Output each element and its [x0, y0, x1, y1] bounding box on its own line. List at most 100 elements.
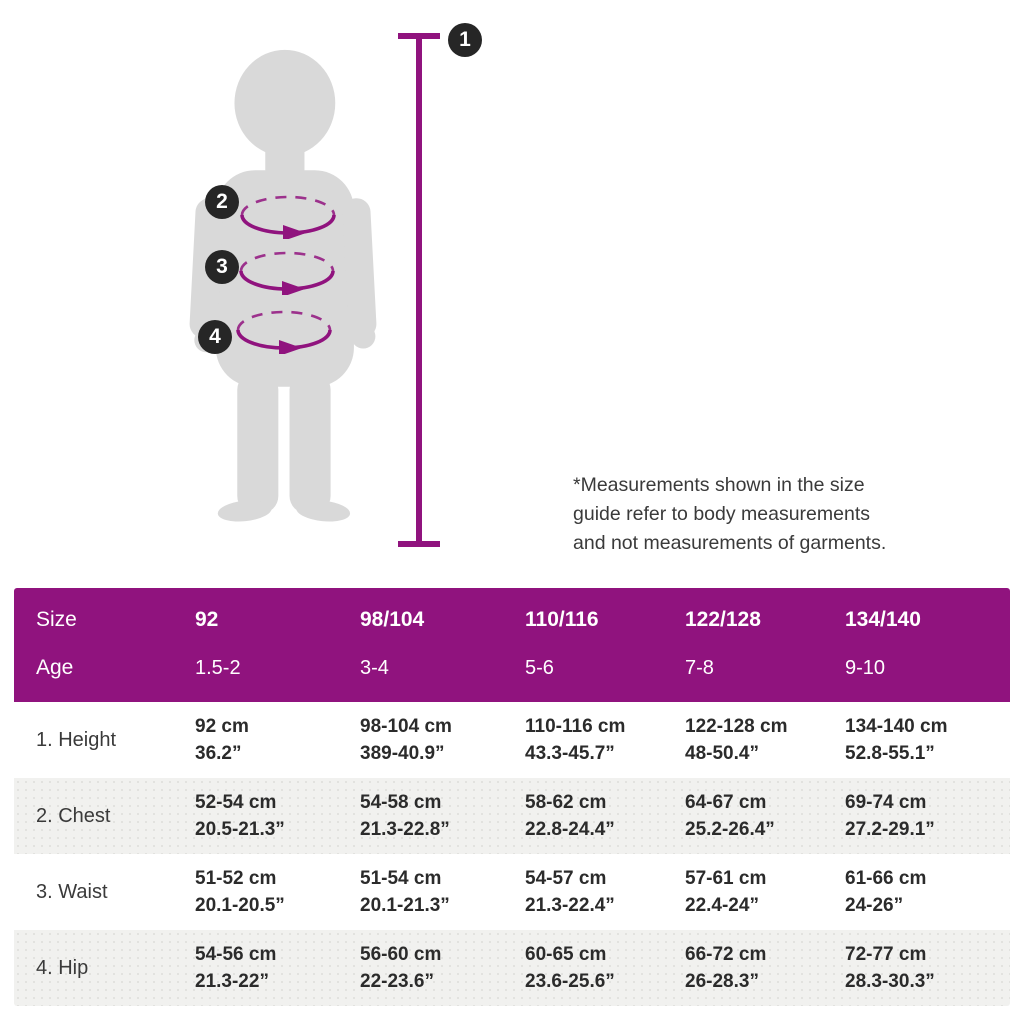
- measurement-cell: 61-66 cm 24-26”: [845, 865, 1010, 919]
- cm-value: 134-140 cm: [845, 716, 948, 737]
- silhouette-right-hand: [351, 324, 376, 349]
- measurement-cell: 56-60 cm 22-23.6”: [360, 941, 525, 995]
- measurement-cell: 54-57 cm 21.3-22.4”: [525, 865, 685, 919]
- measurement-cell: 122-128 cm 48-50.4”: [685, 713, 845, 767]
- size-value: 98/104: [360, 608, 425, 631]
- cm-value: 51-52 cm: [195, 868, 277, 889]
- inch-value: 23.6-25.6”: [525, 971, 615, 992]
- inch-value: 28.3-30.3”: [845, 971, 935, 992]
- waist-measure-ring-icon: [239, 251, 335, 295]
- inch-value: 48-50.4”: [685, 743, 759, 764]
- measurement-cell: 69-74 cm 27.2-29.1”: [845, 789, 1010, 843]
- inch-value: 20.5-21.3”: [195, 819, 285, 840]
- silhouette-left-foot: [217, 500, 272, 522]
- silhouette-right-arm: [342, 198, 377, 339]
- inch-value: 25.2-26.4”: [685, 819, 775, 840]
- size-value: 122/128: [685, 608, 761, 631]
- measurement-cell: 72-77 cm 28.3-30.3”: [845, 941, 1010, 995]
- inch-value: 21.3-22”: [195, 971, 269, 992]
- row-label: 4. Hip: [36, 956, 89, 979]
- cm-value: 61-66 cm: [845, 868, 927, 889]
- measurement-cell: 58-62 cm 22.8-24.4”: [525, 789, 685, 843]
- cm-value: 51-54 cm: [360, 868, 442, 889]
- header-row-age: Age 1.5-2 3-4 5-6 7-8 9-10: [14, 644, 1010, 692]
- callout-badge-chest: 2: [205, 185, 239, 219]
- table-row-hip: 4. Hip 54-56 cm 21.3-22” 56-60 cm 22-23.…: [14, 930, 1010, 1006]
- cm-value: 54-57 cm: [525, 868, 607, 889]
- cm-value: 57-61 cm: [685, 868, 767, 889]
- inch-value: 22.4-24”: [685, 895, 759, 916]
- inch-value: 20.1-20.5”: [195, 895, 285, 916]
- silhouette-neck: [265, 136, 305, 176]
- silhouette-right-foot: [296, 500, 351, 522]
- cm-value: 122-128 cm: [685, 716, 788, 737]
- inch-value: 21.3-22.4”: [525, 895, 615, 916]
- inch-value: 24-26”: [845, 895, 904, 916]
- cm-value: 52-54 cm: [195, 792, 277, 813]
- chest-measure-ring-icon: [240, 195, 336, 239]
- cm-value: 66-72 cm: [685, 944, 767, 965]
- callout-badge-hip: 4: [198, 320, 232, 354]
- measurement-cell: 52-54 cm 20.5-21.3”: [195, 789, 360, 843]
- size-table: Size 92 98/104 110/116 122/128 134/140 A…: [14, 588, 1010, 1006]
- silhouette-head: [234, 49, 336, 157]
- cm-value: 72-77 cm: [845, 944, 927, 965]
- inch-value: 26-28.3”: [685, 971, 759, 992]
- size-header-label: Size: [36, 608, 77, 631]
- measurement-cell: 134-140 cm 52.8-55.1”: [845, 713, 1010, 767]
- measurement-cell: 60-65 cm 23.6-25.6”: [525, 941, 685, 995]
- size-value: 92: [195, 608, 219, 631]
- header-row-size: Size 92 98/104 110/116 122/128 134/140: [14, 596, 1010, 644]
- size-value: 134/140: [845, 608, 921, 631]
- measurement-cell: 51-54 cm 20.1-21.3”: [360, 865, 525, 919]
- age-value: 3-4: [360, 656, 389, 679]
- measurement-note: *Measurements shown in the size guide re…: [573, 474, 887, 554]
- cm-value: 64-67 cm: [685, 792, 767, 813]
- age-value: 7-8: [685, 656, 714, 679]
- silhouette-left-leg: [237, 371, 279, 514]
- inch-value: 22-23.6”: [360, 971, 434, 992]
- inch-value: 22.8-24.4”: [525, 819, 615, 840]
- measure-line-bar: [416, 33, 422, 547]
- size-guide-figure: 1 2 3 4 *Measurements shown in the size …: [189, 23, 887, 554]
- height-measure-line: [398, 33, 440, 547]
- inch-value: 389-40.9”: [360, 743, 445, 764]
- age-value: 1.5-2: [195, 656, 241, 679]
- measurement-cell: 51-52 cm 20.1-20.5”: [195, 865, 360, 919]
- inch-value: 20.1-21.3”: [360, 895, 450, 916]
- measurement-cell: 92 cm 36.2”: [195, 713, 360, 767]
- callout-badge-waist: 3: [205, 250, 239, 284]
- cm-value: 92 cm: [195, 716, 249, 737]
- inch-value: 43.3-45.7”: [525, 743, 615, 764]
- table-row-height: 1. Height 92 cm 36.2” 98-104 cm 389-40.9…: [14, 702, 1010, 778]
- measurement-cell: 57-61 cm 22.4-24”: [685, 865, 845, 919]
- cm-value: 60-65 cm: [525, 944, 607, 965]
- cm-value: 58-62 cm: [525, 792, 607, 813]
- callout-badge-height: 1: [448, 23, 482, 57]
- age-value: 9-10: [845, 656, 886, 679]
- cm-value: 98-104 cm: [360, 716, 452, 737]
- size-value: 110/116: [525, 608, 599, 631]
- age-header-label: Age: [36, 656, 74, 679]
- cm-value: 54-56 cm: [195, 944, 277, 965]
- inch-value: 21.3-22.8”: [360, 819, 450, 840]
- measurement-cell: 98-104 cm 389-40.9”: [360, 713, 525, 767]
- row-label: 1. Height: [36, 728, 117, 751]
- measurement-cell: 64-67 cm 25.2-26.4”: [685, 789, 845, 843]
- silhouette-right-leg: [289, 371, 331, 514]
- table-row-waist: 3. Waist 51-52 cm 20.1-20.5” 51-54 cm 20…: [14, 854, 1010, 930]
- hip-measure-ring-icon: [236, 310, 332, 354]
- inch-value: 27.2-29.1”: [845, 819, 935, 840]
- inch-value: 52.8-55.1”: [845, 743, 935, 764]
- row-label: 2. Chest: [36, 804, 111, 827]
- cm-value: 54-58 cm: [360, 792, 442, 813]
- cm-value: 110-116 cm: [525, 716, 626, 737]
- age-value: 5-6: [525, 656, 554, 679]
- measurement-cell: 54-56 cm 21.3-22”: [195, 941, 360, 995]
- cm-value: 56-60 cm: [360, 944, 442, 965]
- size-table-header: Size 92 98/104 110/116 122/128 134/140 A…: [14, 588, 1010, 702]
- row-label: 3. Waist: [36, 880, 108, 903]
- measure-line-bottom-cap: [398, 541, 440, 547]
- inch-value: 36.2”: [195, 743, 242, 764]
- measurement-cell: 54-58 cm 21.3-22.8”: [360, 789, 525, 843]
